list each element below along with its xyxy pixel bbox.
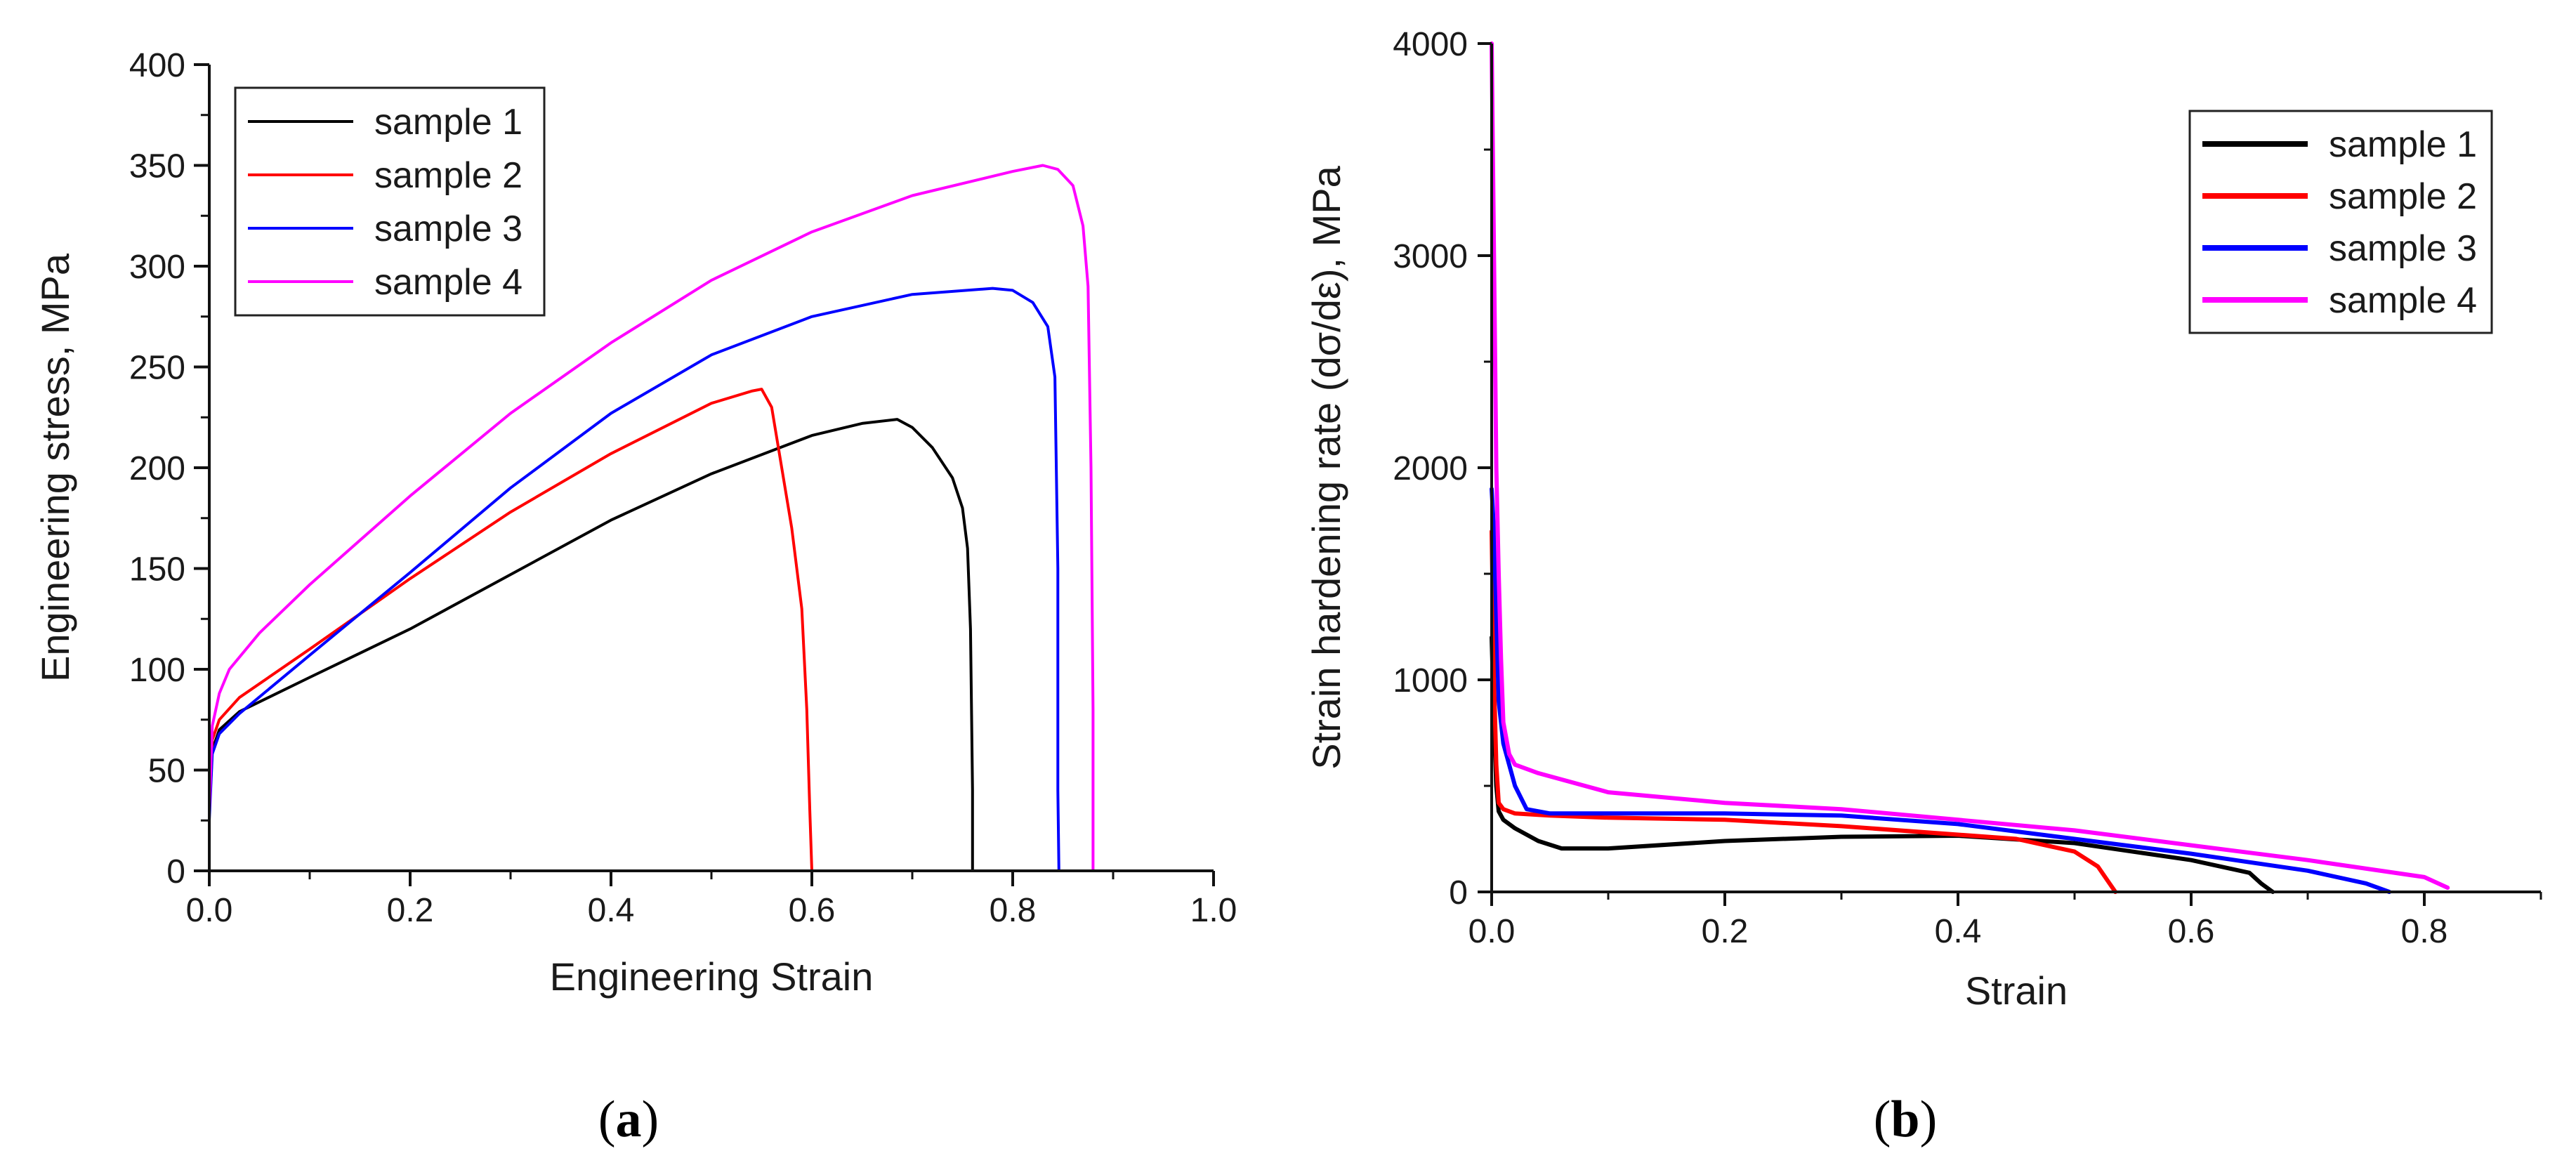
chart-a-y-tick-label: 250: [129, 350, 185, 387]
chart-b-axes: 0.0 0.2 0.4 0.6 0.8 0 1000 2000 3000 4000 Strain St…: [1304, 26, 2542, 1013]
chart-a-y-axis-title: Engineering stress, MPa: [33, 253, 77, 682]
chart-a-x-tick-label: 0.2: [387, 892, 434, 929]
chart-b-legend-box: [2188, 110, 2493, 334]
chart-a-series-line-2: [208, 388, 813, 872]
chart-a-y-tick-label: 350: [129, 148, 185, 185]
chart-b-x-tick-label: 0.6: [2168, 913, 2215, 950]
chart-a-x-tick-label: 0.8: [990, 892, 1037, 929]
chart-a-legend-label-2: sample 2: [374, 155, 523, 196]
chart-b-legend-label-4: sample 4: [2329, 280, 2477, 321]
chart-b-y-tick-label: 3000: [1393, 238, 1468, 275]
chart-b-series-line-4: [1490, 41, 2450, 890]
chart-b-x-tick-label: 0.0: [1468, 913, 1516, 950]
chart-a-y-tick-label: 300: [129, 249, 185, 286]
chart-b-x-axis-title: Strain: [1965, 968, 2068, 1013]
chart-a-x-tick-label: 0.0: [186, 892, 233, 929]
chart-b-x-tick-label: 0.4: [1935, 913, 1982, 950]
chart-a-legend-label-4: sample 4: [374, 262, 523, 303]
chart-a-series: [208, 164, 1115, 872]
chart-b-legend-label-2: sample 2: [2329, 176, 2477, 217]
chart-a-legend-label-3: sample 3: [374, 209, 523, 249]
chart-b-series: [1490, 41, 2450, 894]
chart-a-x-axis-title: Engineering Strain: [550, 954, 874, 999]
chart-a-x-tick-label: 0.6: [789, 892, 836, 929]
chart-a-series-line-3: [208, 287, 1060, 872]
chart-a-legend-label-1: sample 1: [374, 102, 523, 143]
chart-b-x-tick-label: 0.2: [1702, 913, 1749, 950]
chart-a-axes: 0.0 0.2 0.4 0.6 0.8 1.0 0 50 100 150 200 250 300 350 4…: [33, 47, 1237, 999]
chart-a-y-tick-label: 100: [129, 652, 185, 689]
chart-a-y-tick-label: 50: [148, 753, 185, 790]
panel-label-a: (a): [598, 1091, 659, 1148]
chart-a-x-tick-label: 0.4: [588, 892, 635, 929]
chart-b-legend-label-1: sample 1: [2329, 124, 2477, 165]
chart-b-series-line-2: [1490, 529, 2118, 894]
chart-b-y-tick-label: 2000: [1393, 450, 1468, 487]
chart-a: 0.0 0.2 0.4 0.6 0.8 1.0 0 50 100 150 200 250 300 350 4…: [33, 47, 1237, 999]
chart-b: 0.0 0.2 0.4 0.6 0.8 0 1000 2000 3000 4000 Strain St…: [1304, 26, 2542, 1013]
chart-a-series-line-1: [208, 418, 974, 872]
chart-b-legend: sample 1 sample 2 sample 3 sample 4: [2188, 110, 2493, 334]
chart-a-x-tick-label: 1.0: [1190, 892, 1237, 929]
chart-a-y-tick-label: 400: [129, 47, 185, 84]
chart-b-y-axis-title: Strain hardening rate (dσ/dε), MPa: [1304, 165, 1348, 769]
chart-b-legend-label-3: sample 3: [2329, 228, 2477, 269]
chart-a-y-tick-label: 0: [166, 853, 185, 891]
chart-a-y-tick-label: 200: [129, 450, 185, 487]
chart-a-y-tick-label: 150: [129, 551, 185, 589]
chart-b-y-tick-label: 4000: [1393, 26, 1468, 63]
chart-a-legend-box: [234, 86, 546, 317]
chart-b-y-tick-label: 1000: [1393, 662, 1468, 699]
panel-label-b: (b): [1874, 1091, 1937, 1148]
chart-a-legend: sample 1 sample 2 sample 3 sample 4: [234, 86, 546, 317]
chart-b-x-tick-label: 0.8: [2401, 913, 2448, 950]
chart-b-y-tick-label: 0: [1449, 874, 1468, 912]
chart-a-series-line-4: [208, 164, 1115, 872]
chart-b-series-line-3: [1490, 487, 2392, 894]
